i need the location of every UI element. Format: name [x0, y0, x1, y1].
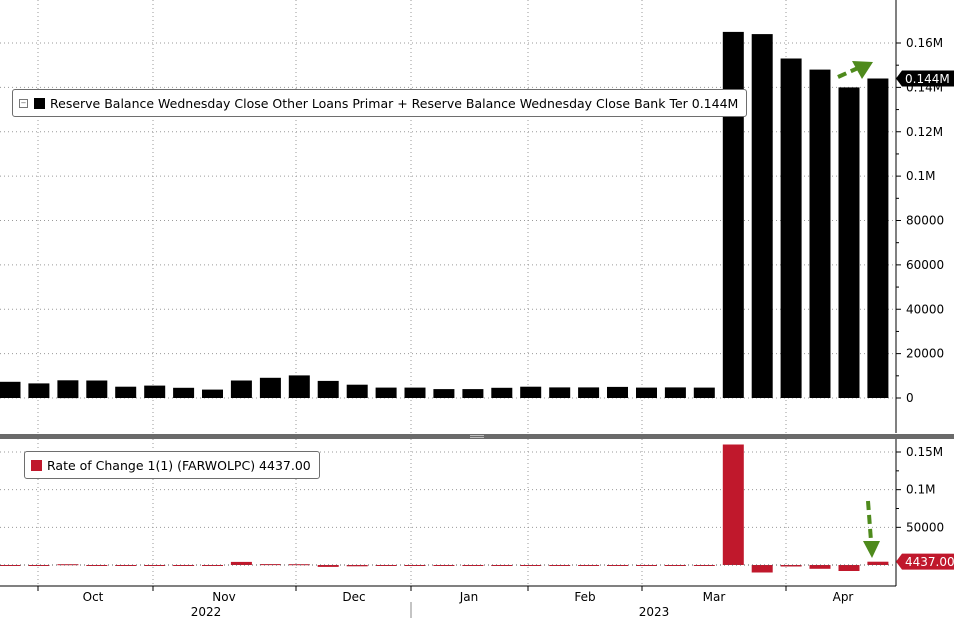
top-ytick-label: 20000: [906, 347, 944, 361]
bottom-bar: [0, 565, 21, 566]
bottom-ytick-label: 0.15M: [906, 445, 943, 459]
top-ytick-label: 60000: [906, 258, 944, 272]
top-bar: [230, 380, 252, 398]
bottom-bar: [433, 565, 455, 566]
top-bar: [664, 387, 686, 398]
x-month-label: Mar: [703, 590, 726, 604]
top-legend[interactable]: − Reserve Balance Wednesday Close Other …: [12, 89, 748, 117]
top-bar: [549, 387, 571, 398]
x-month-label: Oct: [83, 590, 104, 604]
bottom-bar: [838, 565, 860, 571]
top-bar: [520, 386, 542, 398]
top-bar: [636, 387, 657, 398]
bottom-bar: [722, 444, 744, 565]
x-month-label: Dec: [342, 590, 365, 604]
bottom-bar: [520, 565, 542, 566]
bottom-ytick-label: 50000: [906, 520, 944, 534]
bottom-bar: [230, 561, 252, 565]
panel-resize-grip-icon[interactable]: [470, 435, 484, 438]
bottom-bar: [809, 565, 831, 569]
top-bar: [404, 387, 426, 398]
bottom-bar: [317, 565, 339, 567]
top-bar: [202, 389, 223, 398]
top-legend-label: Reserve Balance Wednesday Close Other Lo…: [50, 95, 739, 111]
x-month-label: Apr: [833, 590, 854, 604]
top-ytick-label: 0.12M: [906, 125, 943, 139]
top-bar: [144, 385, 166, 398]
top-bar: [86, 380, 108, 398]
top-ytick-label: 0: [906, 391, 914, 405]
top-ytick-label: 0.16M: [906, 36, 943, 50]
top-bar: [578, 387, 600, 398]
top-bar: [607, 386, 628, 398]
bottom-bar: [375, 565, 397, 566]
top-bar: [867, 78, 889, 398]
top-last-value-label: 0.144M: [905, 72, 950, 86]
top-bar: [751, 34, 773, 398]
top-bar: [259, 377, 281, 398]
top-legend-swatch: [34, 97, 45, 109]
bottom-ytick-label: 0.1M: [906, 483, 935, 497]
bottom-legend[interactable]: Rate of Change 1(1) (FARWOLPC) 4437.00: [24, 451, 320, 479]
top-bar: [809, 69, 831, 398]
top-bar: [317, 380, 339, 398]
top-bar: [462, 389, 484, 398]
top-ytick-label: 0.1M: [906, 169, 935, 183]
top-bar: [57, 380, 79, 399]
bottom-bar: [144, 565, 166, 566]
arrow-bottom-head-icon: [863, 541, 880, 558]
bottom-bar: [115, 565, 137, 566]
top-bar: [173, 387, 195, 398]
bottom-bar: [664, 565, 686, 566]
bottom-bar: [751, 565, 773, 573]
top-bar: [491, 387, 513, 398]
top-bar: [838, 87, 860, 399]
bottom-bar: [173, 565, 195, 566]
top-bar: [433, 389, 455, 398]
bottom-bar: [549, 565, 571, 566]
top-last-value-tag: [896, 70, 954, 87]
bottom-bar: [867, 561, 889, 565]
x-year-label: 2022: [191, 605, 222, 619]
bottom-bar: [57, 564, 79, 566]
top-bar: [722, 31, 744, 399]
top-bar: [375, 387, 397, 398]
top-ytick-label: 40000: [906, 302, 944, 316]
bottom-bar: [259, 564, 281, 566]
top-bar: [0, 381, 21, 398]
collapse-box-icon[interactable]: −: [19, 98, 28, 108]
bottom-legend-label: Rate of Change 1(1) (FARWOLPC) 4437.00: [47, 457, 311, 473]
arrow-bottom-shaft: [866, 500, 873, 542]
bottom-bar: [288, 564, 310, 566]
arrow-top-shaft: [837, 66, 859, 79]
top-bar: [288, 375, 310, 398]
top-bar: [693, 387, 715, 398]
top-bar: [115, 386, 137, 398]
bottom-bar: [607, 565, 628, 566]
panel-separator[interactable]: [0, 434, 954, 439]
bottom-bar: [491, 565, 513, 566]
top-bar: [28, 383, 50, 398]
bottom-bar: [780, 565, 802, 567]
bottom-last-value-tag: [896, 553, 954, 570]
x-month-label: Nov: [212, 590, 235, 604]
arrow-top-head-icon: [852, 61, 873, 79]
bottom-bar: [636, 565, 657, 566]
x-month-label: Feb: [574, 590, 595, 604]
top-bar: [780, 58, 802, 398]
x-year-label: 2023: [639, 605, 670, 619]
bottom-bar: [404, 565, 426, 566]
top-ytick-label: 80000: [906, 214, 944, 228]
bottom-bar: [346, 565, 368, 567]
bottom-bar: [28, 565, 50, 566]
x-month-label: Jan: [459, 590, 479, 604]
bottom-legend-swatch: [31, 459, 42, 471]
bottom-last-value-label: 4437.00: [905, 555, 954, 569]
top-bar: [346, 384, 368, 398]
